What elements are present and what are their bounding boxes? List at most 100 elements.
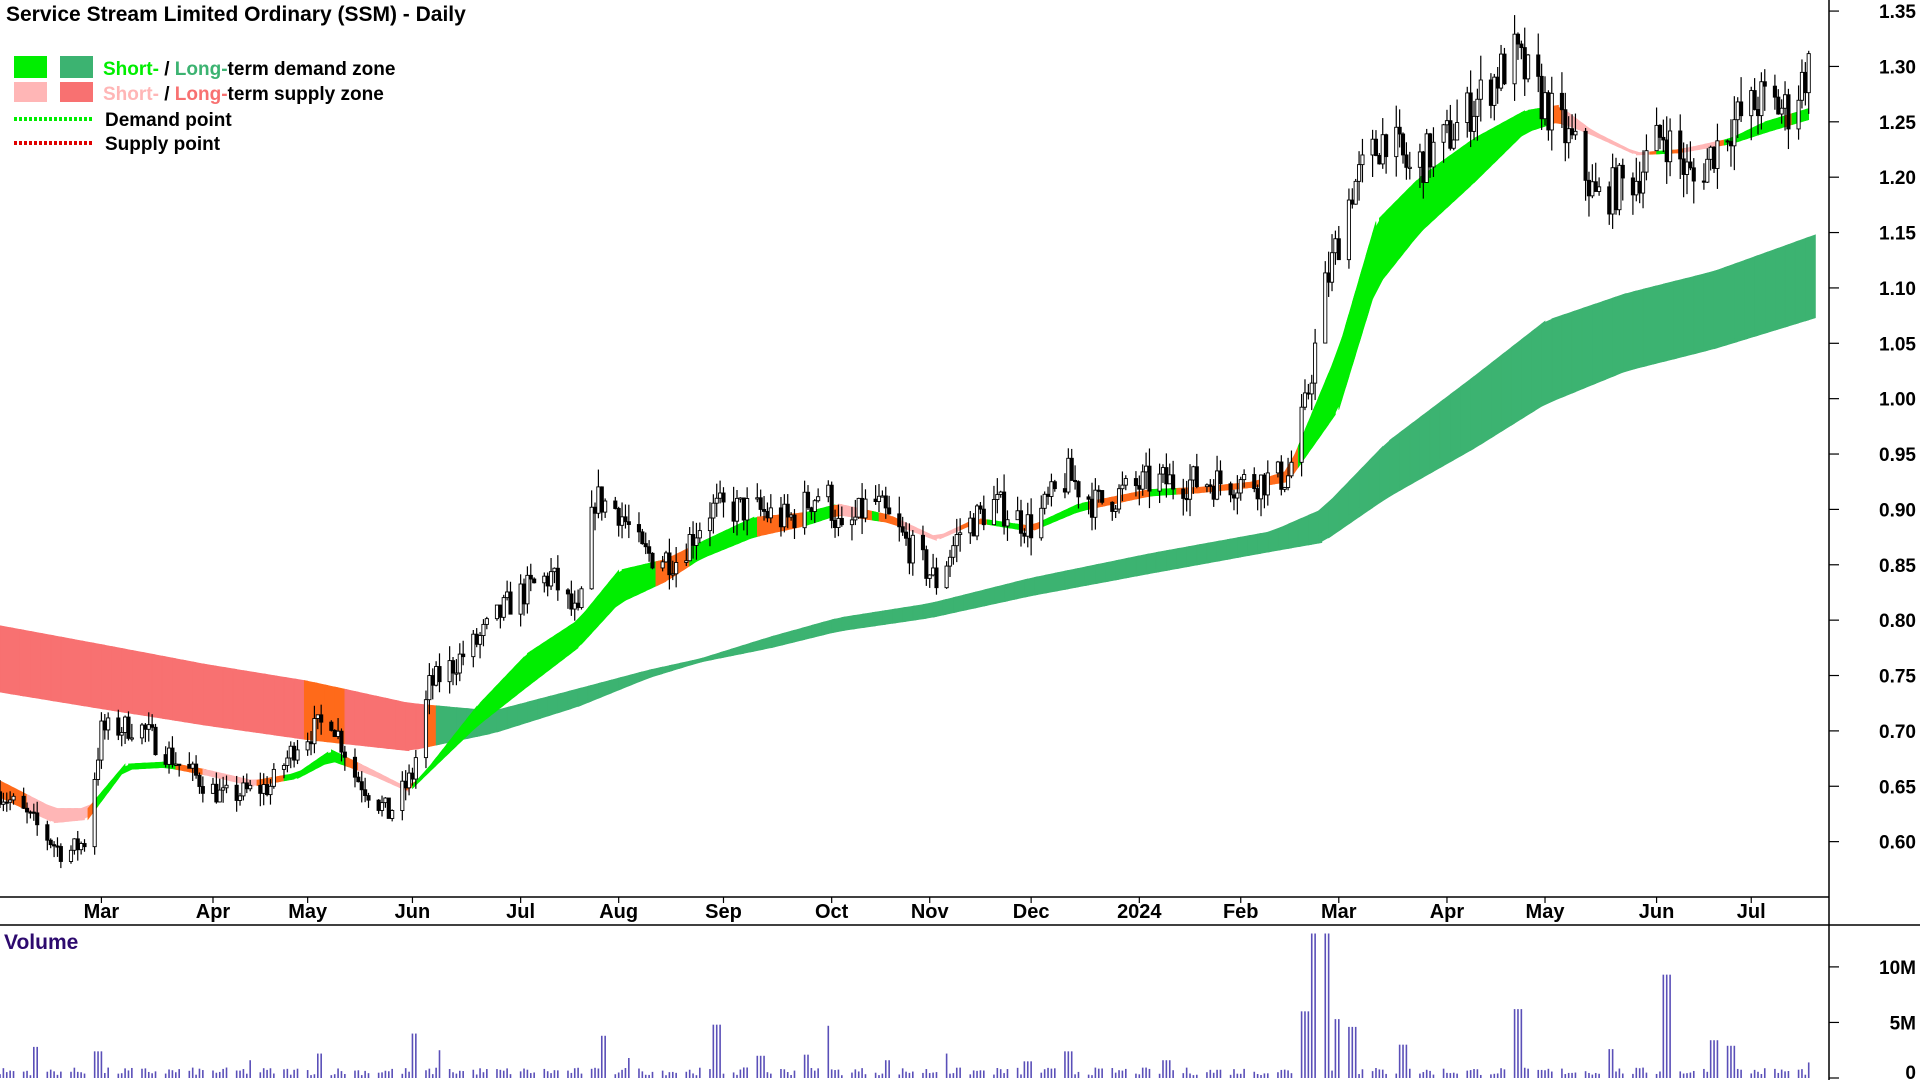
candle-body: [1610, 167, 1615, 215]
zone-bands: [0, 104, 1816, 824]
candle-body: [450, 660, 456, 674]
candle-body: [1522, 47, 1527, 80]
candle-body: [1123, 478, 1128, 486]
candle-body: [501, 597, 506, 618]
month-tick-label: Dec: [1013, 901, 1050, 923]
candle-body: [1728, 141, 1734, 147]
candle-body: [684, 560, 689, 563]
candle-body: [1100, 490, 1105, 503]
candle-body: [1786, 94, 1791, 130]
candle-body: [214, 783, 219, 803]
candle-body: [734, 497, 740, 522]
legend: Short- / Long-term demand zone Short- / …: [14, 56, 395, 155]
candle-body: [1144, 465, 1149, 473]
candle-body: [295, 749, 300, 761]
legend-item-demand-point: Demand point: [105, 110, 232, 131]
candle-body: [1191, 466, 1196, 481]
candle-body: [265, 784, 270, 796]
candle-body: [731, 501, 736, 522]
candle-body: [833, 519, 838, 529]
candle-body: [1045, 493, 1051, 497]
candle-body: [244, 782, 249, 790]
candle-body: [826, 484, 831, 498]
candle-body: [1279, 461, 1284, 490]
candle-body: [1326, 272, 1331, 283]
month-tick-label: Sep: [705, 901, 742, 923]
candle-body: [339, 730, 344, 753]
candle-body: [1384, 134, 1389, 158]
candle-body: [863, 498, 868, 519]
candle-body: [1005, 519, 1010, 527]
candle-body: [670, 573, 675, 576]
candle-body: [660, 561, 665, 569]
candle-body: [1570, 128, 1575, 136]
candle-body: [1407, 166, 1412, 169]
candle-body: [1755, 109, 1761, 117]
candle-body: [697, 530, 702, 539]
candle-body: [1465, 92, 1470, 123]
candle-body: [900, 526, 905, 533]
candle-body: [1062, 488, 1067, 493]
candle-body: [674, 562, 679, 575]
candle-body: [920, 534, 926, 551]
short-term-zone-segment: [1805, 108, 1810, 122]
candle-body: [1089, 498, 1095, 518]
price-tick-label: 1.35: [1879, 2, 1916, 23]
candle-body: [545, 575, 550, 587]
candle-body: [1157, 473, 1162, 492]
candlesticks: [0, 15, 1811, 869]
candle-body: [1164, 467, 1169, 485]
candle-body: [288, 745, 293, 759]
candle-body: [1329, 252, 1335, 283]
candle-body: [478, 635, 483, 645]
candle-body: [1739, 101, 1744, 117]
candle-body: [1681, 158, 1686, 175]
candle-body: [1776, 96, 1781, 115]
candle-body: [447, 660, 452, 683]
short-term-zone-segment: [114, 763, 126, 785]
candle-body: [379, 802, 385, 811]
candle-body: [403, 780, 408, 789]
candle-body: [856, 497, 861, 518]
candle-body: [315, 714, 320, 719]
candle-body: [907, 537, 912, 564]
candle-body: [903, 531, 909, 539]
candle-body: [1404, 154, 1409, 168]
candle-body: [383, 797, 388, 804]
candle-body: [623, 516, 628, 523]
candle-body: [1049, 481, 1054, 497]
candle-body: [336, 730, 341, 737]
candle-body: [579, 588, 584, 608]
candle-body: [768, 507, 773, 519]
candle-body: [376, 799, 381, 811]
candle-body: [1238, 479, 1243, 494]
legend-demand-sep: /: [159, 59, 175, 80]
price-tick-label: 1.05: [1879, 334, 1916, 355]
candle-body: [194, 763, 199, 776]
candle-body: [52, 844, 57, 847]
candle-body: [1441, 124, 1446, 143]
candle-body: [1181, 488, 1186, 499]
candle-body: [221, 787, 226, 791]
legend-supply-suffix: term supply zone: [228, 84, 384, 105]
candle-body: [944, 565, 949, 589]
candle-body: [785, 503, 790, 518]
candle-body: [1424, 133, 1429, 183]
candle-body: [1492, 76, 1497, 106]
candle-body: [390, 810, 395, 819]
candle-body: [1644, 150, 1649, 173]
price-tick-label: 0.70: [1879, 722, 1916, 743]
candle-body: [1657, 124, 1663, 138]
month-tick-label: Feb: [1223, 901, 1259, 923]
candle-body: [694, 537, 699, 546]
price-ticks: 1.35 1.30 1.25 1.20 1.15 1.10 1.05 1.00 0.95 0.90…: [1829, 2, 1916, 854]
candle-body: [1715, 140, 1720, 169]
candle-body: [1678, 130, 1683, 160]
candle-body: [1586, 179, 1592, 197]
candle-body: [1732, 119, 1737, 147]
candle-body: [1066, 457, 1071, 493]
volume-title: Volume: [4, 931, 78, 954]
candle-body: [792, 514, 797, 529]
